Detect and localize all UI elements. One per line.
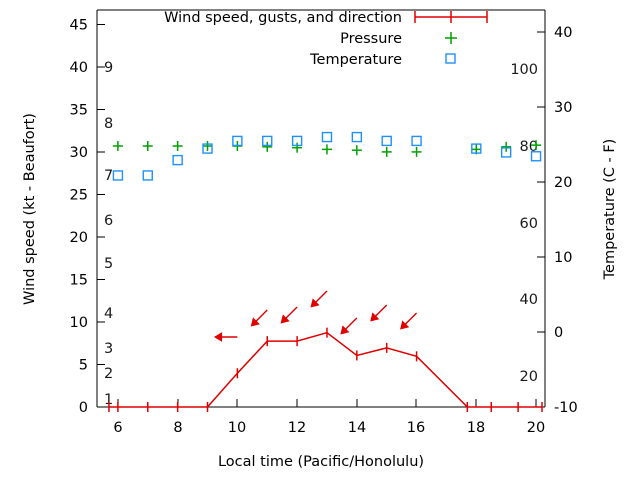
temperature-marker (142, 170, 153, 181)
legend-label-wind: Wind speed, gusts, and direction (164, 10, 402, 26)
fahrenheit-100: 100 (510, 62, 538, 78)
wind-direction-arrow (400, 312, 418, 330)
temperature-marker (232, 135, 243, 147)
pressure-series (112, 140, 542, 157)
wind-direction-arrow (340, 317, 358, 335)
wind-speed-line (108, 331, 543, 408)
y-axis-right-title: Temperature (C - F) (602, 139, 618, 281)
y-right-tick-m10: -10 (554, 400, 578, 416)
y-left-tick-40: 40 (70, 60, 88, 76)
fahrenheit-20: 20 (520, 369, 538, 385)
legend-swatch-temperature (445, 53, 456, 64)
temperature-marker (500, 147, 512, 158)
x-tick-20: 20 (527, 420, 545, 436)
y-right-tick-20: 20 (554, 175, 572, 191)
data-series-layer (108, 131, 543, 412)
beaufort-8: 8 (104, 116, 113, 132)
legend-label-temperature: Temperature (309, 52, 402, 68)
temperature-marker (381, 135, 392, 147)
beaufort-3: 3 (104, 341, 113, 357)
x-tick-18: 18 (467, 420, 485, 436)
legend: Wind speed, gusts, and direction Pressur… (164, 10, 488, 68)
wind-direction-arrow (280, 306, 298, 324)
temperature-marker (351, 131, 363, 143)
arrow-head (310, 298, 320, 308)
fahrenheit-60: 60 (520, 216, 538, 232)
beaufort-2: 2 (104, 366, 113, 382)
y-left-tick-10: 10 (70, 315, 88, 331)
x-tick-10: 10 (228, 420, 246, 436)
beaufort-5: 5 (104, 256, 113, 272)
fahrenheit-40: 40 (520, 292, 538, 308)
y-right-tick-40: 40 (554, 25, 572, 41)
wind-direction-arrow (370, 304, 388, 322)
temperature-marker (262, 135, 273, 147)
x-tick-16: 16 (407, 420, 425, 436)
beaufort-9: 9 (104, 60, 113, 76)
wind-direction-arrow (250, 309, 268, 327)
y-left-tick-30: 30 (70, 145, 88, 161)
wind-direction-arrows (214, 290, 418, 342)
arrow-head (370, 312, 380, 322)
fahrenheit-scale: 20 40 60 80 100 (510, 62, 538, 385)
beaufort-6: 6 (104, 213, 113, 229)
arrow-head (340, 325, 350, 335)
arrow-head (400, 320, 410, 330)
x-axis: 6 8 10 12 14 16 18 20 (113, 399, 545, 436)
y-axis-left-title: Wind speed (kt - Beaufort) (22, 113, 38, 305)
legend-label-pressure: Pressure (340, 31, 402, 47)
temperature-marker (172, 154, 183, 166)
wind-speed-series (108, 327, 543, 412)
temperature-marker (530, 151, 542, 162)
temperature-marker (411, 135, 422, 147)
temperature-marker (112, 170, 124, 181)
y-axis-right: -10 0 10 20 30 40 (537, 25, 578, 416)
y-left-tick-45: 45 (70, 18, 88, 34)
y-left-tick-25: 25 (70, 188, 88, 204)
y-left-tick-0: 0 (79, 400, 88, 416)
y-left-tick-15: 15 (70, 273, 88, 289)
temperature-marker (291, 135, 303, 147)
legend-swatch-pressure (445, 32, 457, 44)
y-right-tick-0: 0 (554, 325, 563, 341)
beaufort-1: 1 (104, 392, 113, 408)
beaufort-4: 4 (104, 306, 113, 322)
legend-swatch-wind (414, 11, 488, 23)
x-tick-14: 14 (348, 420, 366, 436)
temperature-marker (202, 143, 213, 154)
temperature-series (112, 131, 542, 181)
fahrenheit-80: 80 (520, 139, 538, 155)
y-right-tick-30: 30 (554, 100, 572, 116)
temperature-marker (471, 143, 482, 154)
y-axis-left: 0 5 10 15 20 25 30 35 40 45 (70, 18, 105, 416)
x-tick-8: 8 (173, 420, 182, 436)
y-left-tick-20: 20 (70, 230, 88, 246)
x-tick-6: 6 (113, 420, 122, 436)
y-left-tick-5: 5 (79, 358, 88, 374)
y-left-ticks (97, 23, 105, 408)
arrow-head (214, 332, 223, 342)
wind-direction-arrow (310, 290, 328, 308)
x-axis-title: Local time (Pacific/Honolulu) (218, 454, 424, 470)
beaufort-7: 7 (104, 168, 113, 184)
arrow-head (280, 314, 290, 324)
temperature-marker (321, 131, 333, 143)
arrow-head (250, 317, 260, 327)
y-left-tick-35: 35 (70, 103, 88, 119)
y-right-tick-10: 10 (554, 250, 572, 266)
x-tick-12: 12 (288, 420, 306, 436)
beaufort-scale: 1 2 3 4 5 6 7 8 9 (104, 60, 113, 408)
wind-direction-arrow (214, 332, 238, 342)
